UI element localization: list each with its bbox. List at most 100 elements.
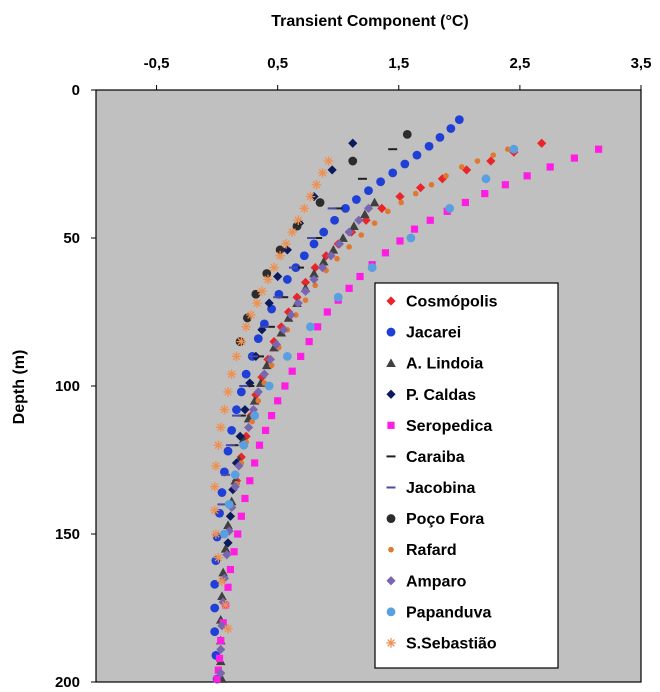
legend-label: Rafard	[406, 542, 457, 559]
data-point	[223, 446, 233, 456]
data-point	[305, 338, 313, 346]
data-point	[282, 245, 292, 255]
data-point	[236, 336, 247, 347]
data-point	[371, 220, 378, 226]
legend-label: Caraiba	[406, 449, 465, 466]
data-point	[224, 583, 232, 591]
data-point	[222, 550, 232, 560]
data-point	[363, 203, 374, 213]
plot-area	[95, 89, 642, 683]
data-point	[349, 221, 359, 230]
data-point	[269, 342, 279, 352]
data-point	[259, 369, 269, 379]
y-tick-label: 200	[55, 674, 80, 691]
data-point	[253, 387, 263, 397]
data-point	[299, 251, 309, 261]
data-point	[481, 190, 489, 198]
legend-item: Poço Fora	[386, 511, 484, 528]
x-tick-label: 2,5	[509, 55, 530, 72]
data-point	[314, 323, 322, 331]
data-point	[385, 208, 391, 215]
data-point	[257, 325, 267, 335]
data-point	[236, 387, 246, 397]
data-point	[228, 485, 238, 495]
data-point	[217, 576, 227, 587]
data-point	[302, 297, 309, 303]
data-point	[225, 511, 236, 521]
x-tick-label: 0,5	[267, 55, 288, 72]
data-point	[226, 565, 235, 574]
legend-marker	[386, 327, 396, 337]
data-point	[299, 203, 310, 214]
y-tick-label: 0	[72, 82, 80, 99]
legend-item: Jacobina	[386, 480, 475, 497]
data-point	[462, 165, 472, 175]
data-point	[220, 544, 231, 553]
data-point	[230, 548, 238, 556]
data-point	[239, 440, 249, 450]
data-point	[274, 397, 282, 405]
data-point	[263, 274, 273, 285]
data-point	[227, 426, 237, 435]
legend-label: P. Caldas	[406, 387, 476, 404]
data-point	[317, 263, 328, 273]
data-point	[262, 269, 272, 278]
data-point	[406, 233, 416, 243]
data-point	[217, 621, 227, 631]
x-tick-label: -0,5	[144, 55, 170, 72]
data-point	[474, 158, 481, 164]
data-point	[338, 233, 348, 242]
legend-item: Rafard	[388, 542, 457, 559]
data-point	[214, 666, 222, 674]
data-point	[426, 216, 434, 224]
series-p-caldas	[223, 138, 358, 548]
data-point	[271, 339, 282, 350]
data-point	[211, 529, 221, 539]
y-tick-label: 100	[55, 378, 80, 395]
data-point	[415, 183, 426, 193]
legend-item: Cosmópolis	[386, 294, 498, 311]
legend-item: S.Sebastião	[386, 635, 497, 652]
data-point	[410, 225, 419, 233]
data-point	[275, 245, 285, 255]
data-point	[264, 298, 274, 308]
data-point	[351, 195, 361, 204]
data-point	[246, 310, 256, 320]
data-point	[246, 477, 254, 485]
data-point	[273, 271, 283, 282]
legend-marker	[386, 389, 396, 399]
data-point	[215, 508, 224, 518]
data-point	[252, 298, 262, 308]
data-point	[234, 530, 242, 538]
data-point	[435, 132, 445, 142]
data-point	[241, 369, 251, 379]
data-point	[282, 275, 292, 284]
data-point	[381, 249, 390, 257]
data-point	[213, 675, 221, 683]
data-point	[323, 308, 331, 316]
data-point	[437, 174, 447, 184]
data-point	[360, 209, 370, 219]
y-tick-group: 0 50 100 150 200	[55, 82, 96, 691]
data-point	[223, 520, 233, 529]
data-point	[209, 505, 220, 516]
data-point	[345, 284, 353, 292]
data-point	[523, 172, 531, 180]
data-point	[388, 168, 398, 178]
data-point	[219, 404, 230, 415]
data-point	[309, 274, 319, 285]
data-point	[237, 512, 245, 520]
data-point	[231, 351, 242, 362]
x-axis-title: Transient Component (°C)	[271, 13, 469, 30]
data-point	[398, 199, 405, 206]
data-point	[213, 552, 224, 563]
data-point	[234, 461, 244, 471]
legend-item: P. Caldas	[386, 387, 476, 404]
data-point	[216, 644, 226, 655]
legend-marker	[386, 358, 396, 368]
legend-label: Poço Fora	[406, 511, 484, 528]
data-point	[249, 418, 256, 425]
data-point	[367, 263, 377, 272]
data-point	[428, 181, 435, 188]
